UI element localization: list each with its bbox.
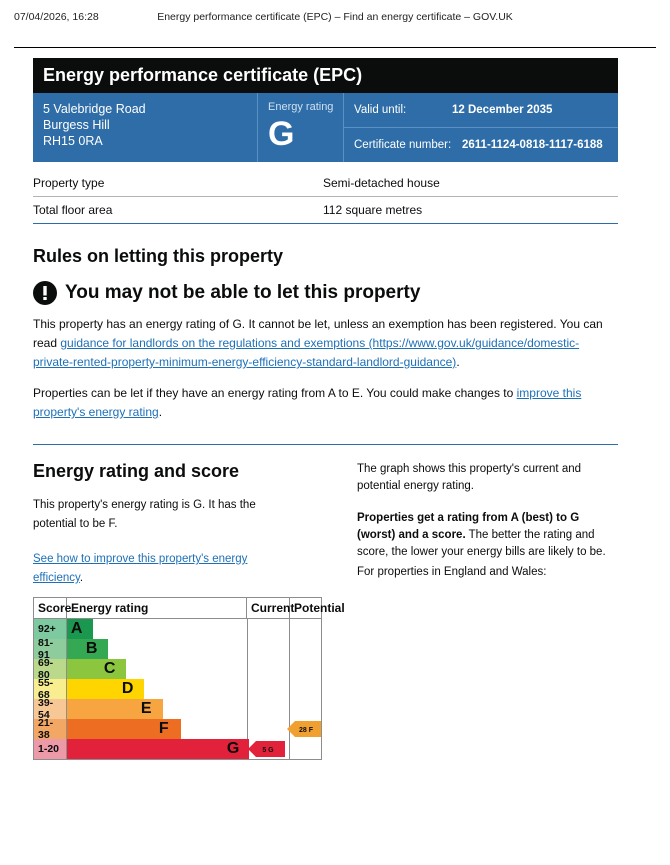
- svg-text:28 F: 28 F: [299, 727, 314, 734]
- svg-text:5 G: 5 G: [262, 747, 274, 754]
